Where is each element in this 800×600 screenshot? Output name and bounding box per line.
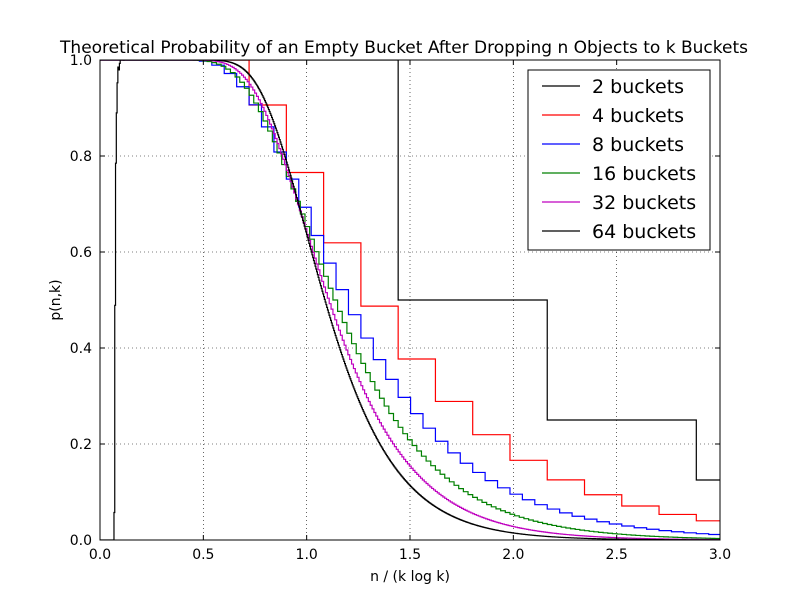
x-tick-label: 0.0 <box>89 547 111 563</box>
legend-label: 32 buckets <box>592 192 696 214</box>
y-tick-label: 0.6 <box>70 245 92 261</box>
axis-ticks: 0.0 0.5 1.0 1.5 2.0 2.5 3.0 0.0 0.2 0.4 0.6 0.8 1.0 <box>70 53 731 563</box>
y-tick-label: 1.0 <box>70 53 92 69</box>
legend-label: 2 buckets <box>592 76 684 98</box>
legend: 2 buckets 4 buckets 8 buckets 16 buckets 32 … <box>527 69 711 251</box>
y-tick-label: 0.4 <box>70 341 92 357</box>
legend-box <box>527 69 711 251</box>
series-line-2-buckets <box>100 60 720 481</box>
y-tick-label: 0.0 <box>70 533 92 549</box>
x-tick-label: 2.5 <box>606 547 628 563</box>
y-tick-label: 0.8 <box>70 149 92 165</box>
legend-label: 8 buckets <box>592 134 684 156</box>
y-axis-label: p(n,k) <box>48 279 64 320</box>
x-tick-label: 0.5 <box>192 547 214 563</box>
series-line-32-buckets <box>100 60 720 540</box>
series-line-64-buckets <box>100 60 720 540</box>
x-tick-label: 1.5 <box>399 547 421 563</box>
legend-label: 4 buckets <box>592 105 684 127</box>
legend-label: 64 buckets <box>592 221 696 243</box>
x-axis-label: n / (k log k) <box>370 569 450 585</box>
x-tick-label: 1.0 <box>296 547 318 563</box>
series-line-16-buckets <box>100 60 720 540</box>
y-tick-label: 0.2 <box>70 437 92 453</box>
series-line-8-buckets <box>100 60 720 536</box>
x-tick-label: 2.0 <box>502 547 524 563</box>
series-group <box>100 60 720 540</box>
x-tick-label: 3.0 <box>709 547 731 563</box>
chart-title: Theoretical Probability of an Empty Buck… <box>59 38 748 58</box>
series-line-4-buckets <box>100 60 720 522</box>
legend-label: 16 buckets <box>592 163 696 185</box>
